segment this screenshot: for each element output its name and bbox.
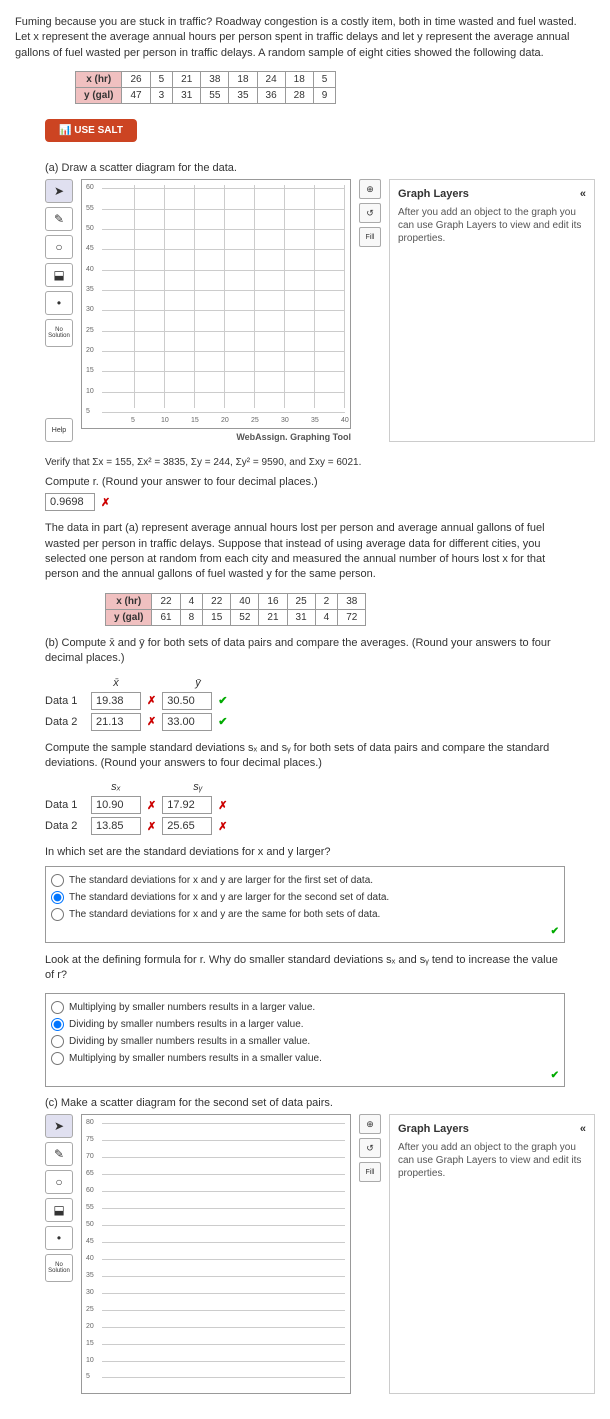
data1-y-input[interactable]: 30.50 (162, 692, 212, 710)
layers-text: After you add an object to the graph you… (398, 206, 586, 245)
circle-tool[interactable]: ○ (45, 1170, 73, 1194)
side-panel-2: ⊕ ↺ Fill (359, 1114, 381, 1394)
look-opt-1[interactable] (51, 1018, 64, 1031)
graph-canvas-1[interactable]: 60555045403530252015105510152025303540 (81, 179, 351, 429)
std-text: Compute the sample standard deviations s… (45, 741, 565, 772)
look-radio-block: Multiplying by smaller numbers results i… (45, 993, 565, 1087)
region-tool[interactable]: ⬓ (45, 1198, 73, 1222)
point-tool[interactable]: • (45, 1226, 73, 1250)
reset-button[interactable]: ↺ (359, 1138, 381, 1158)
data2-y-input[interactable]: 33.00 (162, 713, 212, 731)
which-opt-0[interactable] (51, 874, 64, 887)
part-a-label: (a) Draw a scatter diagram for the data. (45, 162, 595, 174)
sy-head: sᵧ (173, 781, 223, 793)
fill-button[interactable]: Fill (359, 1162, 381, 1182)
no-solution-tool[interactable]: NoSolution (45, 319, 73, 347)
layers-panel-2: Graph Layers « After you add an object to… (389, 1114, 595, 1394)
sd1-label: Data 1 (45, 799, 85, 811)
sd2-label: Data 2 (45, 820, 85, 832)
r-input[interactable]: 0.9698 (45, 493, 95, 511)
part-c-label: (c) Make a scatter diagram for the secon… (45, 1097, 595, 1109)
circle-tool[interactable]: ○ (45, 235, 73, 259)
check-icon: ✔ (551, 926, 559, 937)
data-table-1: x (hr)26521381824185 y (gal)473315535362… (75, 71, 336, 104)
look-opt-0[interactable] (51, 1001, 64, 1014)
sd1-x-input[interactable]: 10.90 (91, 796, 141, 814)
sd2-x-input[interactable]: 13.85 (91, 817, 141, 835)
which-radio-block: The standard deviations for x and y are … (45, 866, 565, 943)
sx-head: sₓ (91, 781, 141, 793)
x-mark-icon: ✗ (101, 496, 110, 509)
collapse-icon[interactable]: « (580, 1123, 586, 1135)
no-solution-tool[interactable]: NoSolution (45, 1254, 73, 1282)
y-bar-head: ȳ (173, 677, 223, 689)
which-question: In which set are the standard deviations… (45, 845, 565, 860)
graph-canvas-2[interactable]: 8075706560555045403530252015105 (81, 1114, 351, 1394)
zoom-button[interactable]: ⊕ (359, 1114, 381, 1134)
layers-panel: Graph Layers « After you add an object to… (389, 179, 595, 442)
point-tool[interactable]: • (45, 291, 73, 315)
compute-r-label: Compute r. (Round your answer to four de… (45, 476, 595, 488)
side-panel: ⊕ ↺ Fill (359, 179, 381, 442)
x-mark-icon: ✗ (218, 799, 227, 812)
data1-label: Data 1 (45, 695, 85, 707)
help-tool[interactable]: Help (45, 418, 73, 442)
collapse-icon[interactable]: « (580, 188, 586, 200)
part-b-label: (b) Compute x̄ and ȳ for both sets of da… (45, 636, 565, 667)
tool-palette: ➤ ✎ ○ ⬓ • NoSolution Help (45, 179, 73, 442)
sd1-y-input[interactable]: 17.92 (162, 796, 212, 814)
layers-title: Graph Layers (398, 188, 469, 200)
x-mark-icon: ✗ (147, 715, 156, 728)
x-mark-icon: ✗ (147, 694, 156, 707)
check-icon: ✔ (551, 1070, 559, 1081)
layers-title: Graph Layers (398, 1123, 469, 1135)
x-mark-icon: ✗ (147, 799, 156, 812)
verify-text: Verify that Σx = 155, Σx² = 3835, Σy = 2… (45, 457, 595, 468)
fill-button[interactable]: Fill (359, 227, 381, 247)
check-icon: ✔ (218, 694, 227, 707)
sd2-y-input[interactable]: 25.65 (162, 817, 212, 835)
x-mark-icon: ✗ (147, 820, 156, 833)
pointer-tool[interactable]: ➤ (45, 179, 73, 203)
pencil-tool[interactable]: ✎ (45, 1142, 73, 1166)
graph-footer: WebAssign. Graphing Tool (81, 432, 351, 442)
pointer-tool[interactable]: ➤ (45, 1114, 73, 1138)
which-opt-1[interactable] (51, 891, 64, 904)
which-opt-2[interactable] (51, 908, 64, 921)
data2-label: Data 2 (45, 716, 85, 728)
x-mark-icon: ✗ (218, 820, 227, 833)
x-bar-head: x̄ (91, 677, 141, 689)
look-opt-3[interactable] (51, 1052, 64, 1065)
zoom-button[interactable]: ⊕ (359, 179, 381, 199)
layers-text: After you add an object to the graph you… (398, 1141, 586, 1180)
check-icon: ✔ (218, 715, 227, 728)
reset-button[interactable]: ↺ (359, 203, 381, 223)
look-opt-2[interactable] (51, 1035, 64, 1048)
use-salt-button[interactable]: USE SALT (45, 119, 137, 142)
tool-palette-2: ➤ ✎ ○ ⬓ • NoSolution (45, 1114, 73, 1394)
data1-x-input[interactable]: 19.38 (91, 692, 141, 710)
look-text: Look at the defining formula for r. Why … (45, 953, 565, 984)
pencil-tool[interactable]: ✎ (45, 207, 73, 231)
body-text-1: The data in part (a) represent average a… (45, 521, 565, 583)
data-table-2: x (hr)22422401625238 y (gal)618155221314… (105, 593, 366, 626)
region-tool[interactable]: ⬓ (45, 263, 73, 287)
data2-x-input[interactable]: 21.13 (91, 713, 141, 731)
problem-intro: Fuming because you are stuck in traffic?… (15, 15, 595, 61)
